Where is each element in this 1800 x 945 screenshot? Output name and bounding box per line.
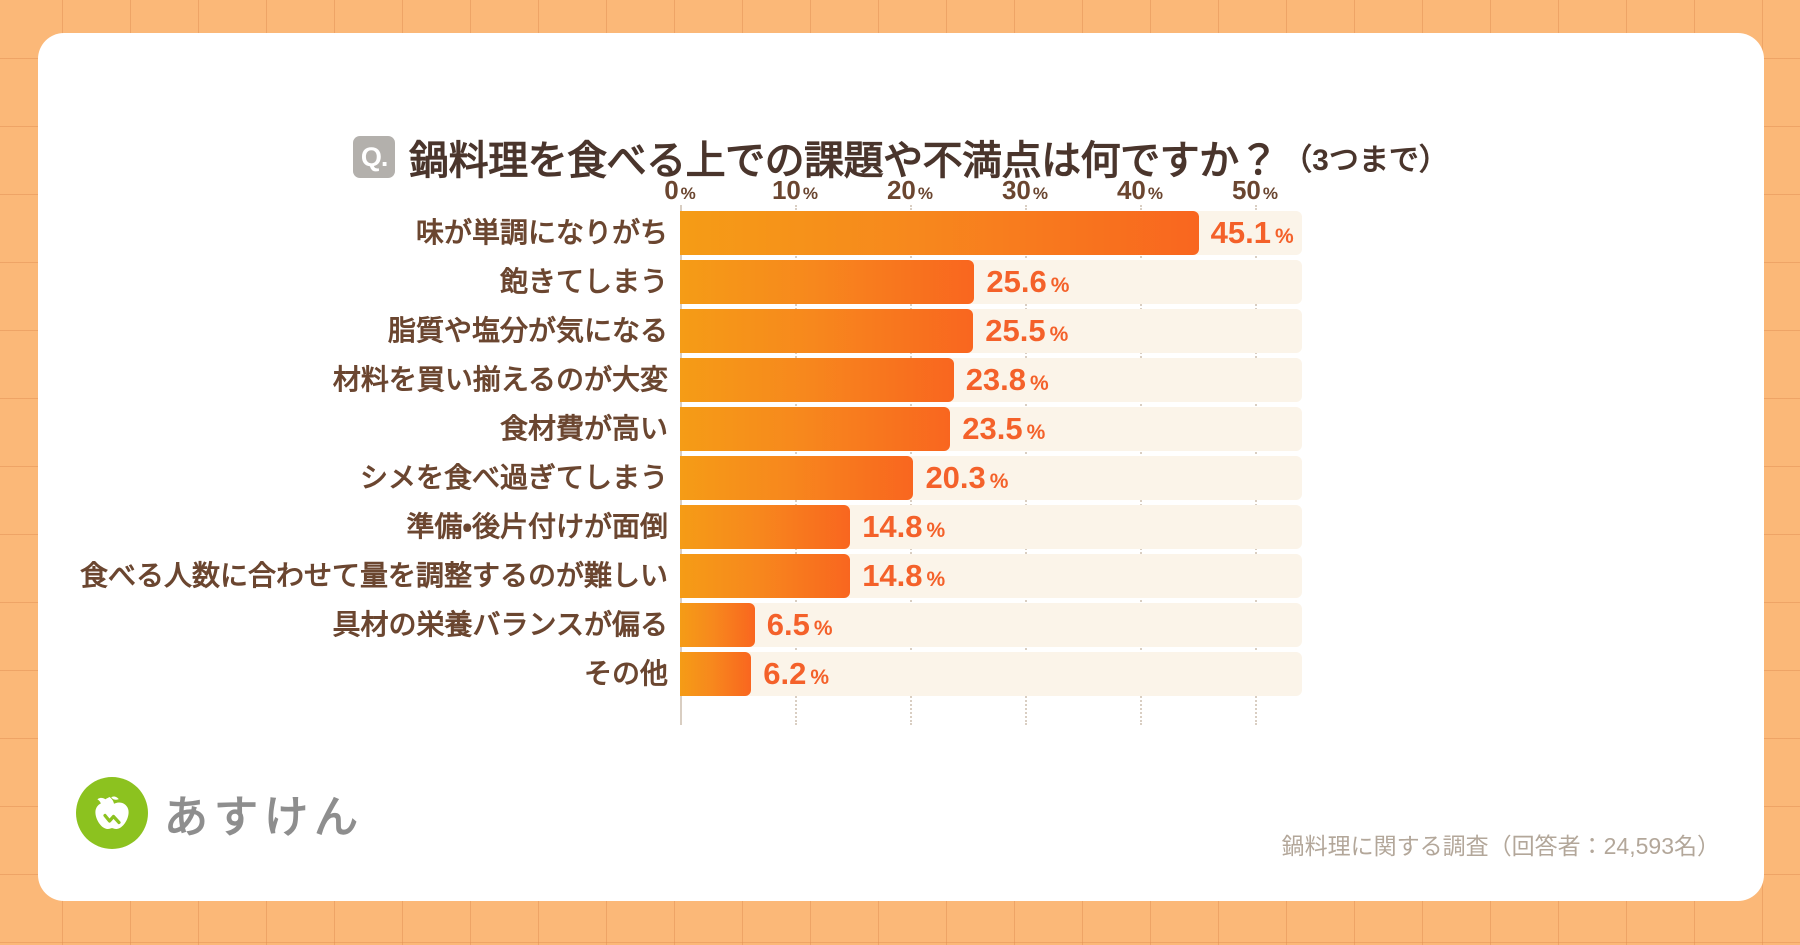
bar-value-number: 14.8 — [862, 558, 923, 593]
bar-value-number: 25.5 — [985, 313, 1046, 348]
tick-unit: % — [917, 184, 934, 203]
category-label: その他 — [583, 658, 668, 689]
chart-title: 鍋料理を食べる上での課題や不満点は何ですか？ — [409, 139, 1279, 183]
bar — [680, 554, 851, 598]
source-note: 鍋料理に関する調査（回答者：24,593名） — [1281, 833, 1720, 859]
bar — [680, 211, 1199, 255]
bar — [680, 309, 974, 353]
bar-row: 脂質や塩分が気になる 25.5% — [388, 309, 1302, 353]
bar-value-number: 6.5 — [766, 607, 810, 642]
bar-row: 食材費が高い 23.5% — [500, 407, 1302, 451]
bar-value-number: 6.2 — [763, 656, 807, 691]
bar-value-label: 23.8% — [966, 358, 1049, 402]
bar-value-unit: % — [810, 666, 830, 689]
tick-unit: % — [680, 184, 696, 203]
tick-unit: % — [1147, 184, 1164, 203]
bar-row: 味が単調になりがち 45.1% — [416, 211, 1302, 255]
category-label: 味が単調になりがち — [415, 217, 668, 248]
category-label: シメを食べ過ぎてしまう — [359, 462, 668, 493]
tick-value: 40 — [1116, 175, 1146, 205]
bar-value-number: 20.3 — [925, 460, 986, 495]
bar-row: 材料を買い揃えるのが大変 23.8% — [333, 358, 1302, 402]
bar — [680, 358, 954, 402]
bar — [680, 456, 914, 500]
bar-value-unit: % — [1030, 372, 1049, 395]
bar-value-unit: % — [989, 470, 1009, 493]
category-label: 食材費が高い — [499, 413, 668, 444]
tick-value: 0 — [664, 175, 679, 205]
bar-row: その他 6.2% — [584, 652, 1302, 696]
bar-row: 食べる人数に合わせて量を調整するのが難しい 14.8% — [80, 554, 1302, 598]
category-label: 脂質や塩分が気になる — [387, 315, 668, 346]
bar-track — [680, 652, 1302, 696]
category-label: 食べる人数に合わせて量を調整するのが難しい — [79, 560, 668, 591]
bar-row: シメを食べ過ぎてしまう 20.3% — [360, 456, 1302, 500]
brand-logo: あすけん — [76, 777, 364, 849]
bar-row: 具材の栄養バランスが偏る 6.5% — [333, 603, 1302, 647]
bar-value-unit: % — [926, 519, 946, 542]
bar-value-number: 23.5 — [962, 411, 1023, 446]
bar — [680, 260, 975, 304]
bar-value-unit: % — [1274, 225, 1294, 248]
bar-value-unit: % — [1050, 274, 1070, 297]
bar-row: 準備・後片付けが面倒 14.8% — [406, 505, 1302, 549]
bar-value-label: 25.6% — [986, 260, 1069, 304]
bar — [680, 505, 851, 549]
bar-value-unit: % — [1026, 421, 1046, 444]
category-label: 飽きてしまう — [499, 266, 668, 297]
question-badge: Q. — [353, 136, 396, 178]
bar-value-number: 25.6 — [986, 264, 1047, 299]
bar-row: 飽きてしまう 25.6% — [500, 260, 1302, 304]
x-axis-tick-label: 40% — [1117, 175, 1163, 206]
bar-value-unit: % — [926, 568, 946, 591]
tick-unit: % — [1032, 184, 1049, 203]
plot-area: 味が単調になりがち 45.1% 飽きてしまう 25.6% 脂質や塩分が気になる 25.5%… — [80, 205, 1302, 725]
bar-value-label: 14.8% — [862, 505, 945, 549]
x-axis-tick-label: 50% — [1232, 175, 1278, 206]
bar-value-number: 45.1 — [1210, 215, 1271, 250]
bar-value-unit: % — [813, 617, 833, 640]
asken-apple-icon — [76, 777, 148, 849]
tick-value: 10 — [771, 175, 801, 205]
tick-value: 20 — [886, 175, 916, 205]
x-axis-ticks: 0% 10% 20% 30% 40% 50% — [664, 175, 1380, 206]
bar-value-unit: % — [1049, 323, 1069, 346]
category-label: 具材の栄養バランスが偏る — [332, 609, 668, 640]
x-axis-tick-label: 0% — [664, 175, 696, 206]
tick-unit: % — [802, 184, 819, 203]
x-axis-tick-label: 30% — [1002, 175, 1048, 206]
bar-value-label: 25.5% — [985, 309, 1068, 353]
chart-title-row: Q. 鍋料理を食べる上での課題や不満点は何ですか？ （3つまで） — [38, 128, 1764, 186]
bar-value-number: 23.8 — [965, 362, 1027, 397]
bar-value-label: 6.2% — [763, 652, 829, 696]
chart-card: Q. 鍋料理を食べる上での課題や不満点は何ですか？ （3つまで） 0% 10% 20… — [38, 33, 1764, 901]
x-axis-tick-label: 20% — [887, 175, 933, 206]
x-axis-tick-label: 10% — [772, 175, 818, 206]
bar-value-label: 20.3% — [925, 456, 1008, 500]
bar-track — [680, 603, 1302, 647]
tick-value: 50 — [1231, 175, 1261, 205]
category-label: 準備・後片付けが面倒 — [406, 511, 668, 542]
bar-value-number: 14.8 — [862, 509, 923, 544]
bar — [680, 652, 752, 696]
bar-value-label: 23.5% — [962, 407, 1045, 451]
bar — [680, 407, 951, 451]
category-label: 材料を買い揃えるのが大変 — [332, 364, 668, 395]
tick-value: 30 — [1001, 175, 1031, 205]
tick-unit: % — [1262, 184, 1279, 203]
bar-value-label: 6.5% — [767, 603, 833, 647]
bar-value-label: 45.1% — [1211, 211, 1294, 255]
brand-name: あすけん — [164, 793, 364, 842]
bar — [680, 603, 755, 647]
bar-value-label: 14.8% — [862, 554, 945, 598]
chart-title-note: （3つまで） — [1282, 144, 1449, 177]
